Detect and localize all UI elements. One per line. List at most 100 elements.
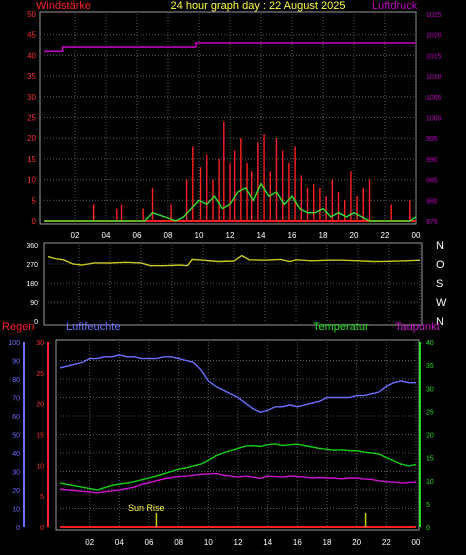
- climate-hour-label: 10: [204, 538, 213, 547]
- pressure-line: [44, 42, 416, 53]
- climate-hour-label: 16: [293, 538, 302, 547]
- temperature-line: [59, 443, 417, 491]
- temperature-tick-label: 30: [426, 386, 434, 393]
- rain-tick-label: 30: [36, 340, 44, 347]
- wind-tick-label: 15: [27, 155, 36, 164]
- humidity-tick-label: 0: [16, 525, 20, 532]
- humidity-tick-label: 100: [8, 340, 20, 347]
- grid-lines: [44, 14, 421, 527]
- pressure-tick-label: 975: [426, 219, 438, 226]
- wind-plot: [44, 42, 417, 222]
- wind-hour-label: 00: [412, 231, 421, 240]
- compass-label: O: [436, 259, 445, 271]
- wind-tick-label: 40: [27, 51, 36, 60]
- temperature-tick-label: 10: [426, 479, 434, 486]
- direction-tick-label: 270: [26, 262, 38, 269]
- pressure-tick-label: 985: [426, 178, 438, 185]
- pressure-tick-label: 995: [426, 136, 438, 143]
- pressure-tick-label: 1000: [426, 116, 442, 123]
- pressure-axis-title: Luftdruck: [372, 0, 418, 12]
- wind-tick-label: 25: [27, 114, 36, 123]
- temperature-label: Temperatur: [313, 321, 369, 333]
- temperature-tick-label: 0: [426, 525, 430, 532]
- humidity-tick-label: 60: [12, 414, 20, 421]
- temperature-tick-label: 25: [426, 409, 434, 416]
- direction-tick-label: 0: [34, 319, 38, 326]
- wind-hour-label: 22: [381, 231, 390, 240]
- wind-tick-label: 50: [27, 10, 36, 19]
- wind-average-line: [44, 182, 417, 222]
- climate-hour-label: 00: [412, 538, 421, 547]
- humidity-tick-label: 10: [12, 507, 20, 514]
- climate-hour-label: 22: [382, 538, 391, 547]
- wind-hour-label: 14: [257, 231, 266, 240]
- pressure-tick-label: 1020: [426, 33, 442, 40]
- wind-tick-label: 45: [27, 31, 36, 40]
- wind-hour-label: 16: [288, 231, 297, 240]
- pressure-tick-label: 1025: [426, 12, 442, 19]
- rain-tick-label: 5: [40, 494, 44, 501]
- humidity-tick-label: 90: [12, 359, 20, 366]
- rain-tick-label: 0: [40, 525, 44, 532]
- wind-hour-label: 20: [350, 231, 359, 240]
- humidity-label: Luftfeuchte: [66, 321, 120, 333]
- temperature-tick-label: 20: [426, 433, 434, 440]
- wind-direction-line: [47, 254, 421, 267]
- humidity-tick-label: 50: [12, 433, 20, 440]
- temperature-tick-label: 5: [426, 502, 430, 509]
- wind-panel-frame: [39, 11, 417, 225]
- wind-hour-label: 06: [133, 231, 142, 240]
- wind-hour-label: 10: [195, 231, 204, 240]
- sunrise-annotation: Sun Rise: [128, 503, 165, 513]
- dewpoint-line: [59, 472, 417, 494]
- temperature-tick-label: 35: [426, 363, 434, 370]
- rain-tick-label: 15: [36, 433, 44, 440]
- pressure-tick-label: 990: [426, 157, 438, 164]
- wind-tick-label: 35: [27, 72, 36, 81]
- wind-axis-title: Windstärke: [36, 0, 91, 12]
- direction-panel-frame: [43, 242, 423, 326]
- humidity-tick-label: 70: [12, 396, 20, 403]
- pressure-tick-label: 1005: [426, 95, 442, 102]
- humidity-line: [59, 354, 416, 414]
- climate-plot: [23, 342, 421, 528]
- wind-hour-label: 02: [71, 231, 80, 240]
- wind-hour-label: 04: [102, 231, 111, 240]
- humidity-tick-label: 80: [12, 377, 20, 384]
- wind-tick-label: 20: [27, 134, 36, 143]
- compass-label: N: [436, 240, 444, 252]
- compass-label: W: [436, 297, 447, 309]
- climate-hour-label: 18: [323, 538, 332, 547]
- direction-plot: [47, 254, 421, 267]
- climate-hour-label: 04: [115, 538, 124, 547]
- pressure-tick-label: 980: [426, 198, 438, 205]
- wind-tick-label: 10: [27, 176, 36, 185]
- pressure-tick-label: 1015: [426, 53, 442, 60]
- axis-tick-labels: 0510152025303540455097598098599099510001…: [8, 10, 447, 547]
- pressure-tick-label: 1010: [426, 74, 442, 81]
- climate-hour-label: 08: [174, 538, 183, 547]
- wind-tick-label: 0: [32, 217, 37, 226]
- wind-hour-label: 08: [164, 231, 173, 240]
- chart-title: 24 hour graph day : 22 August 2025: [171, 0, 346, 12]
- climate-hour-label: 12: [234, 538, 243, 547]
- rain-tick-label: 20: [36, 402, 44, 409]
- climate-hour-label: 14: [263, 538, 272, 547]
- temperature-tick-label: 15: [426, 456, 434, 463]
- climate-hour-label: 02: [85, 538, 94, 547]
- humidity-tick-label: 30: [12, 470, 20, 477]
- humidity-tick-label: 40: [12, 451, 20, 458]
- direction-tick-label: 90: [30, 300, 38, 307]
- rain-tick-label: 10: [36, 463, 44, 470]
- direction-tick-label: 180: [26, 281, 38, 288]
- wind-tick-label: 30: [27, 93, 36, 102]
- compass-label: S: [436, 278, 443, 290]
- wind-hour-label: 18: [319, 231, 328, 240]
- wind-hour-label: 12: [226, 231, 235, 240]
- climate-hour-label: 06: [145, 538, 154, 547]
- wind-tick-label: 5: [32, 196, 37, 205]
- direction-tick-label: 360: [26, 243, 38, 250]
- climate-hour-label: 20: [352, 538, 361, 547]
